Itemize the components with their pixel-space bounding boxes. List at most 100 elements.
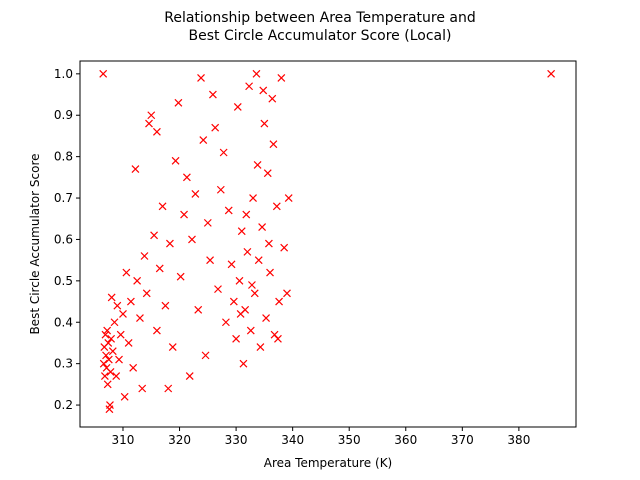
point xyxy=(214,285,222,294)
point xyxy=(161,301,170,310)
point xyxy=(233,103,242,111)
point xyxy=(112,372,121,380)
point xyxy=(102,351,110,360)
point xyxy=(252,69,261,78)
point xyxy=(164,384,173,393)
y-tick-label: 0.4 xyxy=(54,315,73,329)
y-tick-label: 0.6 xyxy=(54,232,73,246)
y-tick-label: 0.8 xyxy=(54,150,73,164)
y-tick-label: 1.0 xyxy=(54,67,73,81)
point xyxy=(262,314,270,323)
point xyxy=(263,169,272,178)
point xyxy=(108,347,117,356)
x-tick-label: 380 xyxy=(507,433,530,447)
point xyxy=(250,289,259,298)
point xyxy=(547,69,556,78)
point xyxy=(155,264,164,273)
point xyxy=(166,239,174,248)
y-axis-label: Best Circle Accumulator Score xyxy=(28,153,42,334)
point xyxy=(280,243,289,252)
point xyxy=(174,98,183,107)
point xyxy=(103,380,112,389)
point xyxy=(107,334,116,343)
x-tick-label: 350 xyxy=(338,433,361,447)
point xyxy=(272,202,281,211)
y-tick-label: 0.3 xyxy=(54,357,73,371)
point xyxy=(110,318,119,327)
point xyxy=(266,268,274,277)
point xyxy=(232,334,241,343)
point xyxy=(104,355,113,364)
point xyxy=(253,160,262,169)
point xyxy=(219,148,228,157)
point xyxy=(176,272,185,281)
point xyxy=(245,82,254,91)
point xyxy=(221,318,230,327)
point xyxy=(180,210,188,219)
point xyxy=(235,276,244,285)
point xyxy=(185,372,194,380)
point xyxy=(145,119,153,128)
point xyxy=(277,74,286,82)
point xyxy=(129,363,138,372)
point xyxy=(171,156,180,165)
point xyxy=(199,136,208,145)
plot-frame xyxy=(79,60,577,428)
point xyxy=(243,247,252,256)
point xyxy=(104,339,113,347)
point xyxy=(103,326,112,335)
point xyxy=(116,330,125,339)
point xyxy=(268,94,277,103)
point xyxy=(227,260,236,269)
point xyxy=(254,256,263,265)
point xyxy=(260,119,269,128)
point xyxy=(264,239,273,248)
point xyxy=(236,310,245,318)
x-tick-label: 340 xyxy=(281,433,304,447)
point xyxy=(147,111,156,120)
point xyxy=(188,235,196,244)
point xyxy=(182,173,191,182)
point xyxy=(152,326,161,335)
point xyxy=(269,140,278,149)
point xyxy=(101,330,110,339)
point xyxy=(152,127,161,136)
point xyxy=(259,86,268,95)
point xyxy=(140,252,149,260)
point xyxy=(168,343,177,352)
point xyxy=(120,392,129,401)
point xyxy=(158,202,167,211)
point xyxy=(201,351,210,360)
point xyxy=(249,194,257,202)
point xyxy=(224,206,233,215)
point xyxy=(99,359,108,368)
point xyxy=(126,297,135,306)
point xyxy=(256,343,265,352)
point xyxy=(206,256,215,265)
point xyxy=(100,372,109,380)
point xyxy=(208,90,217,99)
point xyxy=(136,314,144,323)
x-tick-label: 370 xyxy=(451,433,474,447)
point xyxy=(106,401,114,409)
point xyxy=(99,69,108,78)
point xyxy=(133,276,142,285)
point xyxy=(274,334,282,343)
point xyxy=(248,281,256,289)
y-tick-label: 0.5 xyxy=(54,274,73,288)
point xyxy=(211,123,220,132)
y-tick-label: 0.9 xyxy=(54,108,73,122)
point xyxy=(237,227,246,236)
x-tick-label: 360 xyxy=(394,433,417,447)
point xyxy=(197,74,205,82)
point xyxy=(115,355,123,364)
point xyxy=(275,297,284,306)
y-tick-label: 0.7 xyxy=(54,191,73,205)
point xyxy=(113,301,122,310)
point xyxy=(258,223,267,231)
chart-title: Best Circle Accumulator Score (Local) xyxy=(189,28,452,44)
point xyxy=(138,384,147,393)
point xyxy=(216,185,225,194)
point xyxy=(122,268,131,277)
